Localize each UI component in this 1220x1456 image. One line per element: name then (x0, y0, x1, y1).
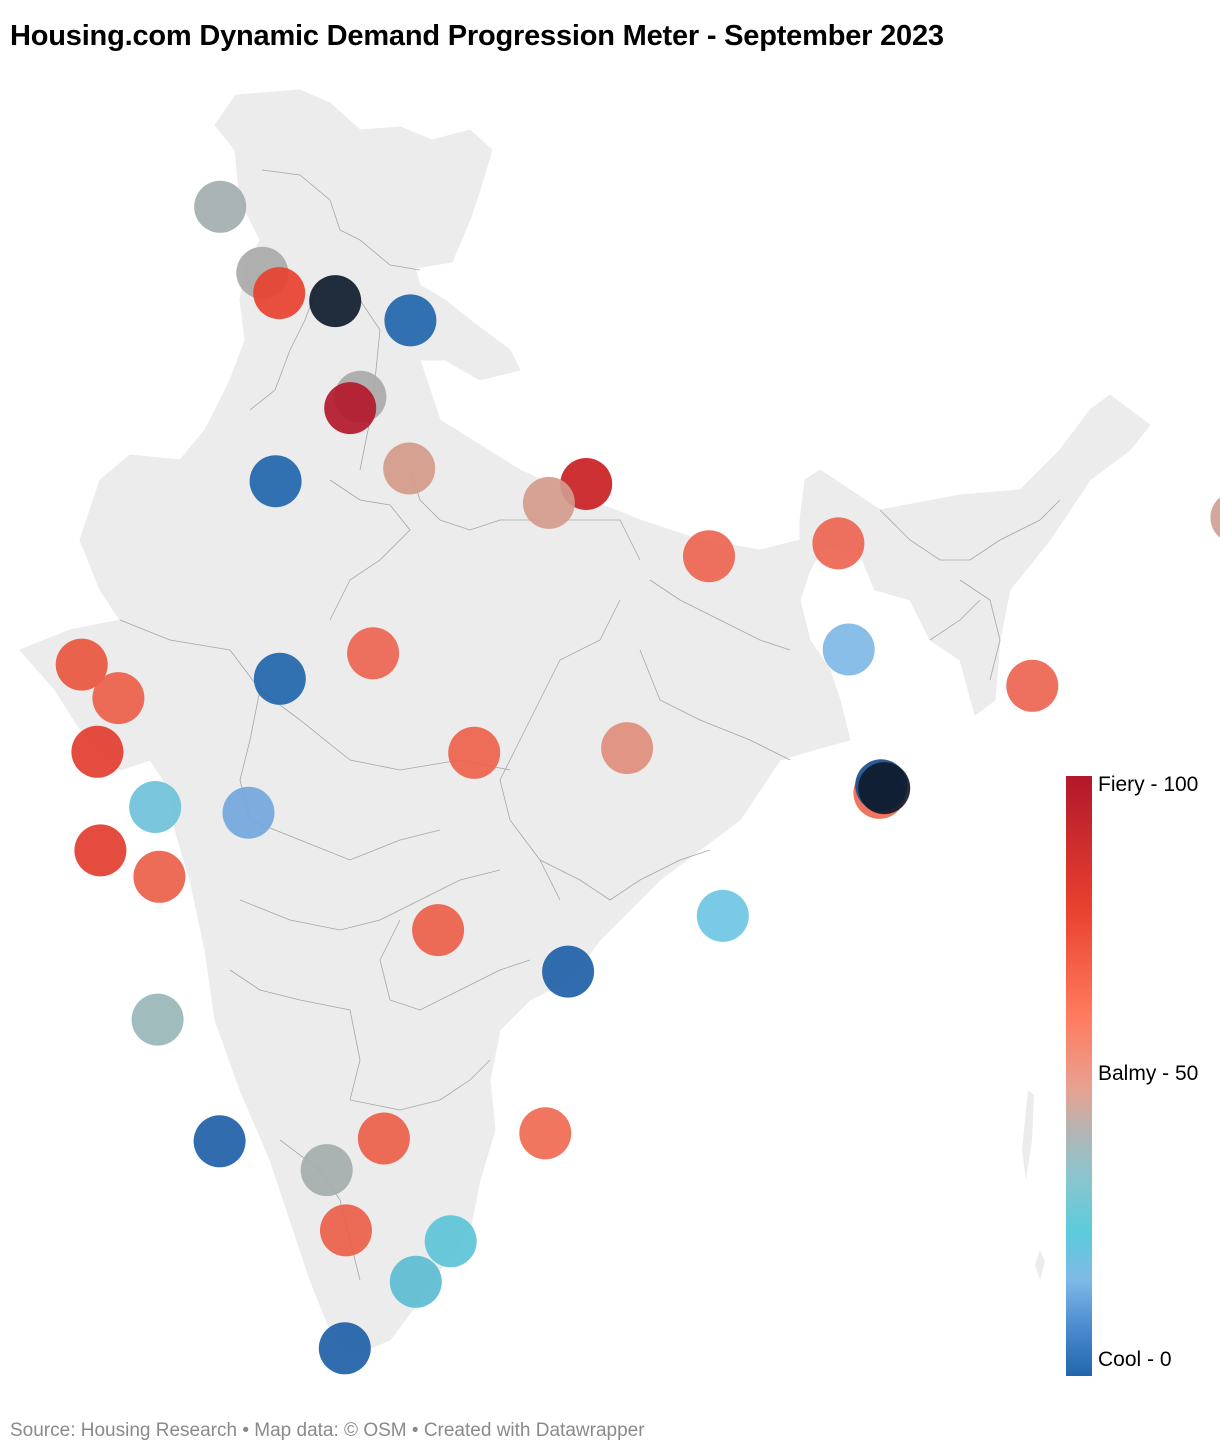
city-marker-m17[interactable] (253, 652, 306, 705)
city-marker-m1[interactable] (194, 180, 247, 233)
city-markers (55, 180, 1220, 1375)
city-marker-m12[interactable] (683, 530, 735, 583)
city-marker-m22[interactable] (448, 726, 501, 779)
city-marker-m16[interactable] (92, 672, 145, 725)
color-scale-bar (1066, 776, 1092, 1376)
city-marker-m38[interactable] (300, 1144, 353, 1197)
city-marker-m32[interactable] (412, 904, 465, 957)
city-marker-m14[interactable] (1210, 492, 1220, 544)
city-marker-m35[interactable] (193, 1115, 246, 1168)
city-marker-m29[interactable] (74, 824, 127, 877)
city-marker-m7[interactable] (324, 382, 377, 435)
legend-bottom-label: Cool - 0 (1098, 1348, 1172, 1371)
city-marker-m31[interactable] (696, 889, 749, 942)
city-marker-m23[interactable] (601, 722, 654, 775)
source-note: Source: Housing Research • Map data: © O… (10, 1420, 645, 1441)
india-map (0, 60, 1220, 1400)
city-marker-m26[interactable] (858, 762, 911, 815)
city-marker-m34[interactable] (131, 993, 184, 1046)
chart-title: Housing.com Dynamic Demand Progression M… (10, 20, 944, 52)
city-marker-m36[interactable] (357, 1112, 410, 1165)
legend-top-label: Fiery - 100 (1098, 773, 1199, 796)
legend-mid-label: Balmy - 50 (1098, 1062, 1199, 1085)
city-marker-m5[interactable] (384, 294, 437, 347)
city-marker-m33[interactable] (542, 945, 595, 998)
city-marker-m8[interactable] (249, 455, 302, 508)
city-marker-m21[interactable] (71, 725, 124, 778)
city-marker-m30[interactable] (133, 850, 186, 903)
city-marker-m11[interactable] (522, 476, 575, 529)
india-landmass (19, 89, 1151, 1356)
city-marker-m20[interactable] (1006, 659, 1059, 712)
city-marker-m13[interactable] (812, 517, 865, 570)
city-marker-m42[interactable] (318, 1322, 371, 1375)
city-marker-m27[interactable] (129, 781, 182, 833)
city-marker-m18[interactable] (347, 627, 400, 680)
state-borders (119, 169, 1061, 1281)
city-marker-m15[interactable] (55, 638, 108, 691)
city-marker-m19[interactable] (822, 623, 875, 676)
city-marker-m4[interactable] (309, 275, 362, 328)
city-marker-m37[interactable] (519, 1107, 572, 1160)
city-marker-m39[interactable] (320, 1204, 372, 1257)
city-marker-m40[interactable] (424, 1215, 477, 1268)
city-marker-m28[interactable] (222, 786, 275, 839)
nicobar-islands (1035, 1250, 1045, 1280)
city-marker-m3[interactable] (253, 267, 306, 320)
city-marker-m9[interactable] (383, 442, 436, 495)
andaman-islands (1022, 1090, 1034, 1180)
city-marker-m41[interactable] (389, 1255, 442, 1308)
